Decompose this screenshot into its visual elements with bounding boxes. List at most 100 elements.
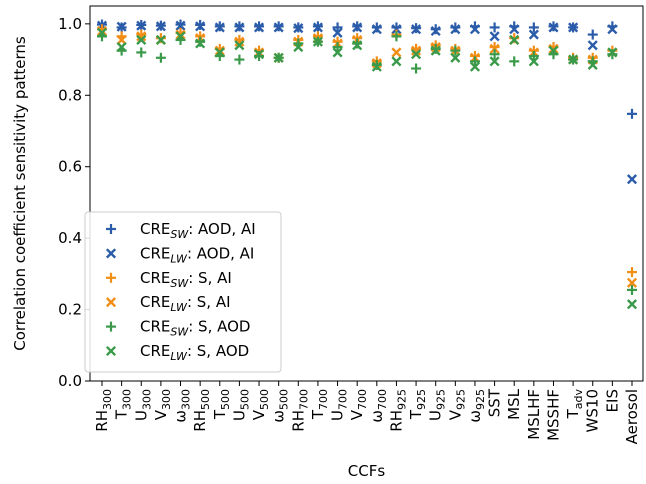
data-point (352, 38, 363, 49)
data-point (489, 22, 500, 33)
legend-entry: CRESW: S, AI (106, 269, 232, 290)
data-point (607, 47, 618, 58)
x-tick-label: V925 (446, 389, 467, 420)
y-axis-label: Correlation coefficient sensitivity patt… (11, 36, 29, 351)
legend-marker (105, 297, 117, 308)
legend-box (84, 211, 282, 373)
legend-marker (105, 345, 117, 357)
data-point (391, 31, 402, 42)
x-tick-label: V300 (152, 389, 173, 420)
data-point (214, 22, 225, 33)
data-point (411, 49, 422, 60)
x-tick-label: RH925 (387, 389, 408, 432)
y-tick-label: 0.8 (58, 86, 82, 104)
x-tick-label: U500 (230, 389, 251, 421)
data-point (528, 22, 539, 33)
data-point (391, 56, 402, 67)
data-point (450, 22, 461, 33)
data-point (293, 23, 304, 34)
data-point (195, 38, 206, 49)
data-point (254, 51, 265, 61)
legend-label: CRESW: S, AOD (140, 318, 250, 339)
x-axis-ticks: RH300T300U300V300ω300RH500T500U500V500ω5… (93, 381, 641, 444)
x-tick-label: ω925 (466, 389, 487, 423)
x-tick-label: WS10 (584, 389, 602, 432)
x-tick-label: Tadv (564, 389, 585, 420)
data-point (489, 31, 500, 42)
legend-label: CRESW: S, AI (140, 269, 232, 290)
data-point (273, 52, 284, 63)
data-point (509, 24, 520, 35)
x-tick-label: EIS (603, 389, 621, 412)
data-point (391, 24, 402, 35)
data-point (155, 21, 166, 32)
data-point (253, 22, 265, 33)
legend-marker (105, 248, 117, 259)
data-point (587, 40, 598, 51)
series-5 (96, 27, 638, 310)
data-point (430, 24, 441, 35)
data-point (528, 51, 539, 61)
data-point (411, 45, 422, 56)
data-point (195, 36, 206, 47)
x-tick-label: Aerosol (623, 389, 641, 444)
data-point (175, 29, 186, 40)
data-point (312, 36, 323, 47)
x-tick-label: ω300 (172, 389, 193, 423)
data-point (509, 56, 520, 67)
y-tick-label: 0.2 (58, 301, 82, 319)
data-point (568, 22, 579, 33)
x-tick-label: RH300 (93, 389, 114, 432)
data-point (175, 31, 186, 42)
x-tick-label: MSLHF (525, 389, 543, 440)
data-point (175, 20, 186, 31)
legend-label: CRELW: S, AOD (140, 342, 249, 363)
data-point (450, 24, 461, 35)
x-tick-label: RH700 (289, 389, 310, 432)
data-point (548, 22, 559, 33)
data-point (548, 45, 559, 56)
data-point (96, 27, 108, 38)
data-point (509, 33, 520, 44)
data-point (528, 29, 539, 40)
data-point (155, 34, 166, 45)
legend-label: CRELW: AOD, AI (140, 244, 254, 265)
data-point (96, 25, 108, 37)
data-point (293, 42, 304, 53)
plot-frame (89, 5, 644, 382)
plot-area (89, 5, 644, 382)
data-point (430, 45, 441, 56)
x-tick-label: T500 (211, 389, 232, 420)
legend-entry: CRESW: AOD, AI (106, 220, 256, 241)
data-point (136, 20, 147, 31)
data-point (411, 24, 422, 35)
data-point (155, 33, 166, 44)
data-point (253, 49, 265, 60)
data-point (469, 24, 481, 35)
x-tick-label: SST (486, 388, 504, 417)
data-point (352, 40, 363, 51)
legend-entry: CRELW: S, AI (105, 293, 231, 314)
x-tick-label: T300 (113, 389, 134, 420)
data-point (234, 54, 245, 65)
x-tick-label: RH500 (191, 389, 212, 432)
legend-entry: CRELW: S, AOD (105, 342, 249, 363)
data-point (509, 34, 520, 45)
x-tick-label: ω700 (368, 389, 389, 423)
y-tick-label: 0.6 (58, 158, 82, 176)
data-point (332, 22, 343, 33)
x-axis-label: CCFs (348, 462, 386, 480)
data-point (195, 21, 206, 32)
data-point (489, 56, 500, 67)
x-tick-label: U925 (427, 389, 448, 421)
data-point (587, 29, 598, 40)
data-point (430, 25, 441, 37)
data-point (626, 277, 638, 288)
data-point (136, 47, 147, 58)
data-point (234, 22, 245, 33)
data-point (332, 27, 343, 38)
y-tick-label: 1.0 (58, 15, 82, 33)
data-point (627, 108, 637, 119)
data-point (548, 43, 559, 54)
